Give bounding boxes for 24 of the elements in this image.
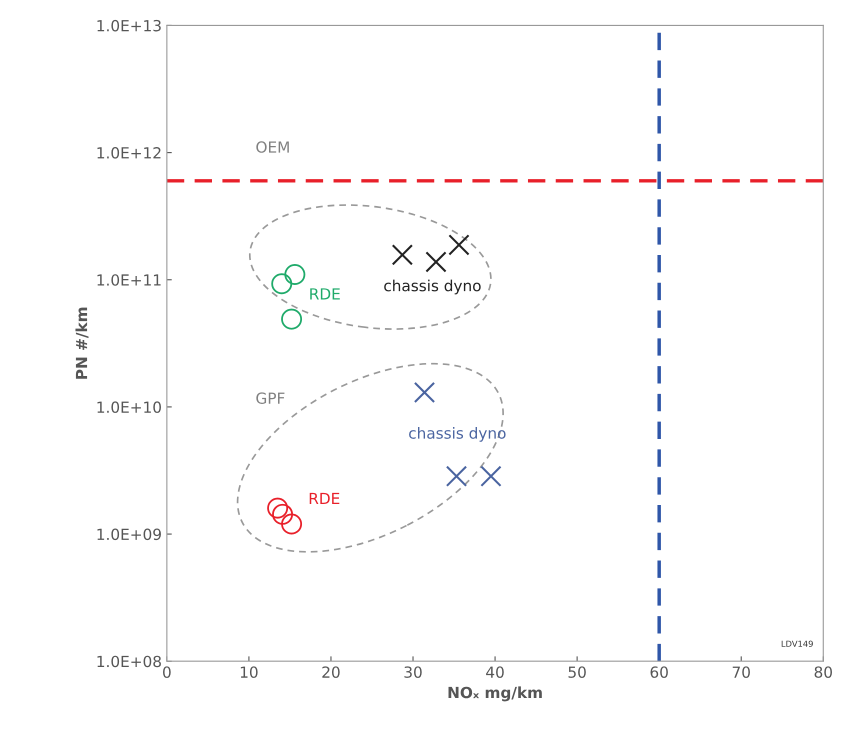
- x-tick-label: 10: [240, 666, 258, 678]
- y-tick-label: 1.0E+10: [97, 401, 161, 413]
- y-tick-label: 1.0E+09: [97, 528, 161, 540]
- x-tick-label: 60: [650, 666, 668, 678]
- y-tick-label: 1.0E+08: [97, 656, 161, 668]
- x-axis-title: NOₓ mg/km: [448, 686, 542, 702]
- y-tick-label: 1.0E+12: [97, 147, 160, 159]
- annotation: OEM: [256, 141, 289, 153]
- x-tick-label: 20: [322, 666, 340, 678]
- y-tick-label: 1.0E+13: [97, 20, 161, 32]
- x-tick-label: 0: [163, 666, 171, 678]
- x-tick-label: 50: [568, 666, 586, 678]
- annotation: LDV149: [782, 640, 813, 647]
- series-label: chassis dyno: [384, 280, 481, 294]
- x-tick-label: 70: [732, 666, 750, 678]
- x-tick-label: 40: [486, 666, 504, 678]
- y-axis-title: PN #/km: [75, 308, 88, 379]
- x-tick-label: 30: [404, 666, 422, 678]
- x-tick-label: 80: [814, 666, 832, 678]
- annotation: GPF: [256, 392, 284, 404]
- series-label: RDE: [310, 492, 340, 504]
- y-tick-label: 1.0E+11: [97, 274, 161, 286]
- series-label: RDE: [310, 288, 340, 300]
- series-label: chassis dyno: [409, 427, 506, 442]
